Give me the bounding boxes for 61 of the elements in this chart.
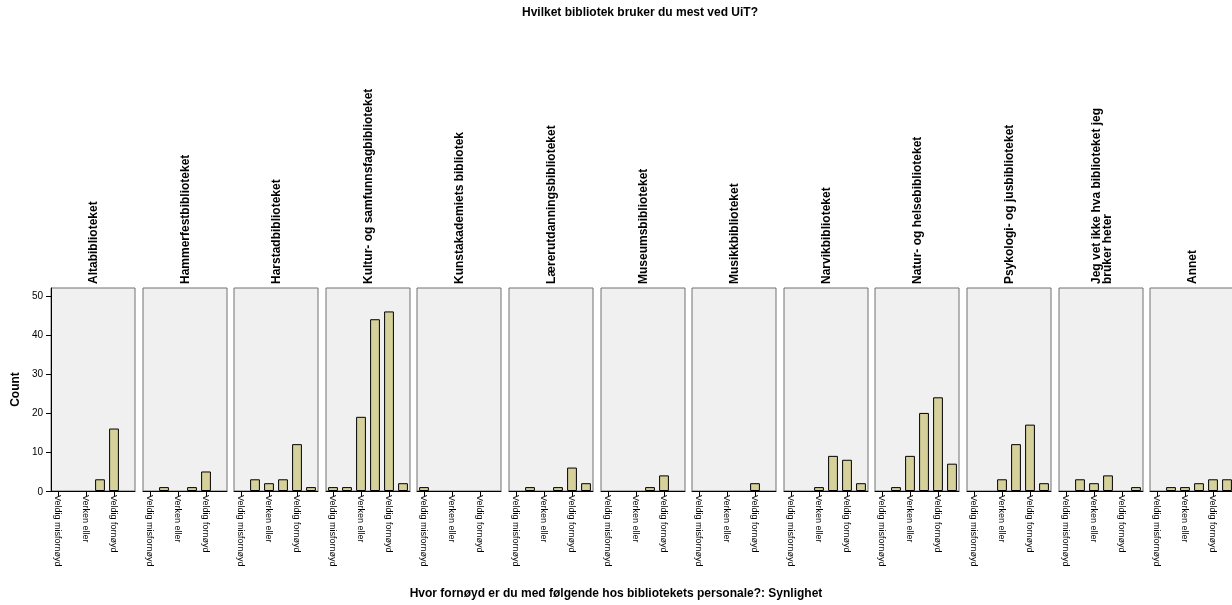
x-tick-label: Veldig misfornøyd <box>877 495 888 567</box>
chart-title: Annet <box>1185 250 1200 284</box>
chart-title: Natur- og helsebiblioteket <box>910 136 925 284</box>
x-tick-label: Verken eller <box>172 495 183 543</box>
x-tick-label: Veldig misfornøyd <box>327 495 338 567</box>
x-tick-label: Verken eller <box>997 495 1007 543</box>
x-tick-label: Verken eller <box>1180 495 1191 543</box>
x-tick-label: Veldig misfornøyd <box>694 495 705 567</box>
x-tick-label: Veldig misfornøyd <box>969 495 979 567</box>
chart-title: Jeg vet ikke hva biblioteket jeg bruker heter <box>1088 104 1114 284</box>
chart-title: Harstadbiblioteket <box>269 179 284 284</box>
x-tick-label: Veldig fornøyd <box>841 495 852 553</box>
x-tick-label: Veldig fornøyd <box>658 495 669 553</box>
x-tick-label: Veldig misfornøyd <box>419 495 430 567</box>
chart-title: Altabiblioteket <box>86 201 100 284</box>
x-tick-label: Verken eller <box>630 495 641 543</box>
x-tick-label: Veldig misfornøyd <box>144 495 155 567</box>
x-tick-label: Veldig fornøyd <box>750 495 761 553</box>
y-tick-label: 50 <box>31 290 44 302</box>
x-tick-label: Veldig fornøyd <box>292 495 303 553</box>
x-tick-label: Veldig fornøyd <box>933 495 944 553</box>
chart-title: Narvikbiblioteket <box>818 187 833 284</box>
y-axis-title: Count <box>7 372 22 407</box>
chart-title: Lærerutdanningsbiblioteket <box>544 125 558 284</box>
x-tick-label: Veldig misfornøyd <box>236 495 247 567</box>
chart-title: Hammerfestbiblioteket <box>177 154 192 284</box>
y-tick-label: 30 <box>31 368 44 380</box>
chart-title: Psykologi- og jusbiblioteket <box>1002 124 1016 284</box>
x-tick-label: Verken eller <box>813 495 824 543</box>
x-tick-label: Veldig misfornøyd <box>511 495 521 567</box>
x-tick-label: Veldig fornøyd <box>109 495 119 553</box>
x-tick-label: Veldig misfornøyd <box>1152 495 1163 567</box>
y-tick-label: 10 <box>31 446 44 458</box>
x-tick-label: Verken eller <box>81 495 91 543</box>
y-tick-label: 0 <box>37 485 44 497</box>
x-tick-label: Veldig fornøyd <box>383 495 394 553</box>
y-tick-label: 40 <box>31 329 44 341</box>
chart-title: Kunstakademiets bibliotek <box>452 131 467 284</box>
x-tick-label: Verken eller <box>447 495 458 543</box>
chart-title: Kultur- og samfunnsfagbiblioteket <box>360 88 375 284</box>
chart-title: Museumsbiblioteket <box>635 168 650 284</box>
x-tick-label: Veldig fornøyd <box>475 495 486 553</box>
x-tick-label: Verken eller <box>539 495 549 543</box>
x-tick-label: Verken eller <box>264 495 275 543</box>
x-tick-label: Veldig fornøyd <box>567 495 577 553</box>
x-tick-label: Veldig misfornøyd <box>53 495 63 567</box>
y-tick-label: 20 <box>31 407 44 419</box>
x-tick-label: Verken eller <box>1088 495 1099 543</box>
x-tick-label: Veldig fornøyd <box>1208 495 1219 553</box>
x-tick-label: Verken eller <box>722 495 733 543</box>
x-tick-label: Verken eller <box>355 495 366 543</box>
x-tick-label: Veldig fornøyd <box>1025 495 1035 553</box>
chart-title: Musikkbiblioteket <box>727 183 742 284</box>
x-tick-label: Veldig fornøyd <box>1116 495 1127 553</box>
text: Hvilket bibliotek bruker du mest ved UiT? <box>520 5 760 19</box>
x-tick-label: Veldig misfornøyd <box>1060 495 1071 567</box>
x-tick-label: Verken eller <box>905 495 916 543</box>
x-tick-label: Veldig misfornøyd <box>602 495 613 567</box>
x-tick-label: Veldig misfornøyd <box>785 495 796 567</box>
x-axis-title: Hvor fornøyd er du med følgende hos bibliotekets personale?: Synlighet <box>408 586 824 600</box>
x-tick-label: Veldig fornøyd <box>200 495 211 553</box>
